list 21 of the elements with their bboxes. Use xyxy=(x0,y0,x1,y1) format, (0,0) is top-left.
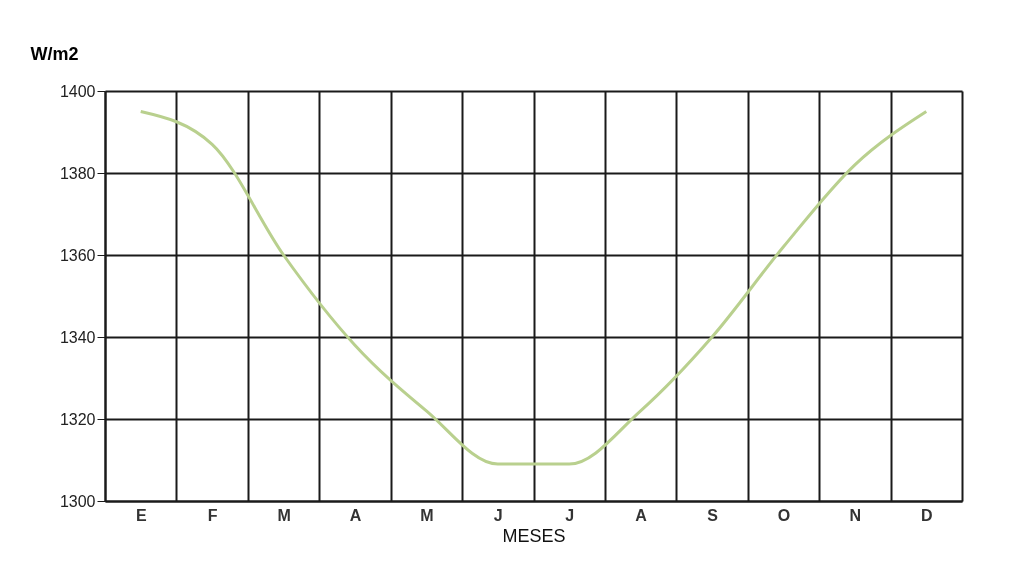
y-tick-label: 1340 xyxy=(59,328,96,346)
x-tick-label: M xyxy=(420,506,434,524)
y-tick-label: 1320 xyxy=(59,410,96,428)
y-tick-label: 1380 xyxy=(59,164,96,182)
x-tick-label: A xyxy=(635,506,648,524)
x-tick-label: E xyxy=(135,506,147,524)
y-tick-label: 1360 xyxy=(59,246,96,264)
x-tick-label: A xyxy=(349,506,362,524)
line-series xyxy=(139,110,928,466)
x-tick-label: S xyxy=(707,506,719,524)
y-axis-title: W/m2 xyxy=(30,43,79,64)
x-axis-title: MESES xyxy=(502,525,566,546)
x-tick-label: O xyxy=(777,506,791,524)
x-tick-label: D xyxy=(921,506,933,524)
y-tick-label: 1400 xyxy=(59,82,96,100)
x-tick-label: F xyxy=(207,506,218,524)
x-tick-label: M xyxy=(277,506,291,524)
x-tick-label: J xyxy=(493,506,503,524)
x-tick-label: N xyxy=(849,506,862,524)
x-tick-label: J xyxy=(565,506,575,524)
y-tick-label: 1300 xyxy=(59,492,96,510)
